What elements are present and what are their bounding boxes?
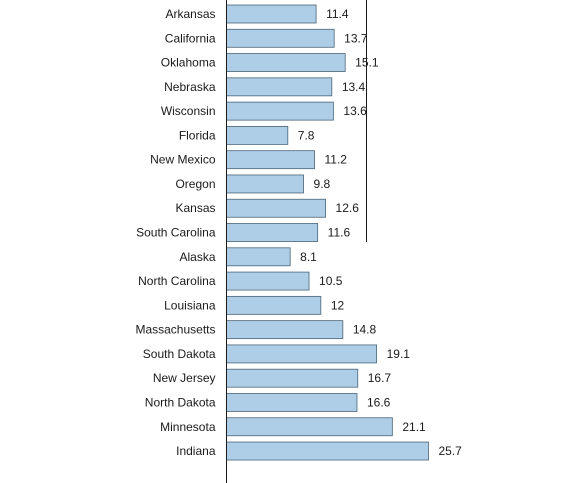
category-label: Indiana: [176, 444, 216, 458]
bar-massachusetts: [226, 320, 344, 340]
bar-louisiana: [226, 295, 322, 315]
bar-north-carolina: [226, 271, 310, 291]
value-label: 12: [331, 298, 345, 312]
bar-florida: [226, 126, 289, 145]
value-label: 13.6: [343, 104, 367, 118]
value-label: 12.6: [336, 201, 360, 215]
category-label: Massachusetts: [135, 323, 215, 337]
category-label: Wisconsin: [161, 104, 216, 118]
bar-arkansas: [226, 4, 317, 24]
category-label: New Mexico: [150, 153, 216, 167]
category-label: North Dakota: [145, 395, 216, 409]
value-label: 16.7: [368, 371, 392, 385]
bar-north-dakota: [226, 393, 358, 412]
bar-south-dakota: [226, 344, 378, 364]
bar-wisconsin: [226, 101, 334, 121]
bar-kansas: [226, 198, 326, 218]
category-labels: Arkansas California Oklahoma Nebraska Wiscon…: [135, 7, 215, 458]
category-label: Arkansas: [165, 7, 215, 21]
bar-new-mexico: [226, 150, 315, 170]
category-label: Florida: [179, 128, 216, 142]
category-label: Alaska: [179, 250, 215, 264]
value-label: 10.5: [319, 274, 343, 288]
bar-nebraska: [226, 77, 333, 97]
category-label: Oregon: [175, 177, 215, 191]
category-label: Oklahoma: [161, 56, 216, 70]
value-label: 16.6: [367, 395, 391, 409]
category-label: California: [165, 31, 216, 45]
bar-oklahoma: [226, 53, 346, 72]
category-label: Louisiana: [164, 298, 216, 312]
value-label: 19.1: [387, 347, 411, 361]
value-label: 11.2: [325, 153, 348, 167]
value-label: 8.1: [300, 250, 317, 264]
category-label: Kansas: [175, 201, 215, 215]
value-label: 13.4: [342, 80, 366, 94]
category-label: New Jersey: [153, 371, 216, 385]
value-label: 15.1: [355, 56, 379, 70]
value-labels: 11.4 13.7 15.1 13.4 13.6 7.8 11.2 9.8 12.6 11.6 8.…: [298, 7, 462, 458]
bar-new-jersey: [226, 368, 359, 388]
value-label: 7.8: [298, 128, 315, 142]
value-label: 11.6: [328, 226, 351, 240]
category-label: Nebraska: [164, 80, 216, 94]
category-label: North Carolina: [138, 274, 216, 288]
bar-alaska: [226, 247, 291, 267]
value-label: 21.1: [402, 420, 426, 434]
value-label: 13.7: [344, 31, 368, 45]
category-label: South Dakota: [143, 347, 216, 361]
value-label: 14.8: [353, 323, 377, 337]
value-label: 9.8: [314, 177, 331, 191]
bar-california: [226, 28, 335, 48]
bar-minnesota: [226, 417, 393, 437]
category-label: South Carolina: [136, 226, 216, 240]
axis-layer: [226, 0, 367, 483]
bar-south-carolina: [226, 223, 319, 242]
bar-indiana: [226, 441, 429, 461]
bar-oregon: [226, 174, 304, 194]
value-label: 25.7: [439, 444, 463, 458]
category-label: Minnesota: [160, 420, 216, 434]
value-label: 11.4: [326, 7, 349, 21]
